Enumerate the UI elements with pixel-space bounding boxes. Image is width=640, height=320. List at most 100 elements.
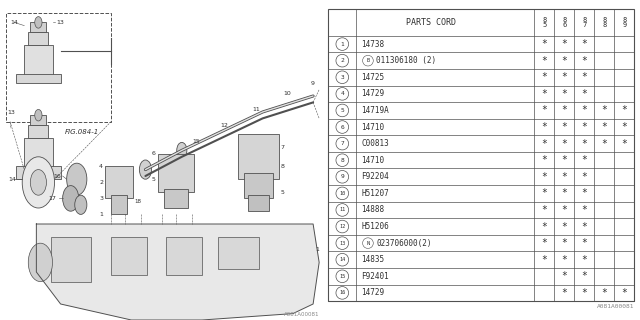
Text: 14835: 14835 [361,255,384,264]
Text: 5: 5 [281,189,285,195]
Circle shape [336,71,349,84]
Text: A081A00081: A081A00081 [597,304,634,309]
Text: 4: 4 [99,164,103,169]
Circle shape [28,243,52,282]
Text: H51206: H51206 [361,222,388,231]
Text: *: * [602,105,607,116]
Bar [28,32,49,45]
Text: 011306180 (2): 011306180 (2) [376,56,436,65]
Circle shape [336,104,349,117]
Text: *: * [541,205,547,215]
Text: *: * [581,288,588,298]
Circle shape [35,17,42,28]
Circle shape [336,137,349,150]
Text: 8
7: 8 7 [582,17,586,28]
Text: *: * [541,172,547,182]
Text: *: * [541,72,547,82]
Text: *: * [581,139,588,148]
Text: F92401: F92401 [361,272,388,281]
Text: 1: 1 [316,247,319,252]
Text: B: B [366,58,369,63]
Text: A081A00081: A081A00081 [284,312,319,317]
Text: *: * [581,172,588,182]
Text: 14725: 14725 [361,73,384,82]
Circle shape [336,204,349,216]
Text: *: * [621,288,627,298]
Text: 11: 11 [339,207,346,212]
Text: *: * [602,122,607,132]
Text: *: * [541,255,547,265]
Circle shape [336,171,349,183]
Text: 14710: 14710 [361,123,384,132]
Text: 18: 18 [134,199,141,204]
Text: 3: 3 [340,75,344,80]
Text: *: * [581,188,588,198]
Text: 8: 8 [281,164,285,169]
Text: *: * [561,221,567,232]
Text: 023706000(2): 023706000(2) [376,239,432,248]
Bar [30,22,47,32]
Text: *: * [581,205,588,215]
Text: *: * [541,89,547,99]
Circle shape [336,88,349,100]
Text: *: * [561,238,567,248]
Text: 14710: 14710 [361,156,384,165]
Text: *: * [621,122,627,132]
Text: *: * [541,105,547,116]
Bar [164,189,188,208]
Circle shape [336,270,349,283]
Bar [105,166,133,198]
Text: 14: 14 [339,257,346,262]
Bar [16,166,61,179]
Text: F92204: F92204 [361,172,388,181]
Text: *: * [561,122,567,132]
Text: *: * [561,89,567,99]
Text: PARTS CORD: PARTS CORD [406,18,456,27]
Text: H51207: H51207 [361,189,388,198]
Text: 8
5: 8 5 [542,17,547,28]
Circle shape [336,121,349,133]
Bar [16,74,61,83]
Text: *: * [541,155,547,165]
Text: 5: 5 [340,108,344,113]
Text: *: * [581,255,588,265]
Text: 13: 13 [339,241,346,246]
Text: 14729: 14729 [361,89,384,98]
Text: *: * [561,255,567,265]
Circle shape [336,253,349,266]
Text: *: * [561,72,567,82]
Text: 15: 15 [192,139,200,144]
Text: *: * [581,238,588,248]
Text: *: * [561,205,567,215]
Text: *: * [602,288,607,298]
Circle shape [336,237,349,249]
Bar [24,45,52,77]
Text: 9: 9 [311,81,315,86]
Text: *: * [602,139,607,148]
Text: *: * [581,56,588,66]
Text: 14719A: 14719A [361,106,388,115]
Text: *: * [541,238,547,248]
Text: N: N [366,241,369,246]
Text: 8
8: 8 8 [602,17,607,28]
Text: *: * [621,139,627,148]
Bar [248,195,269,211]
Text: 13: 13 [56,20,65,25]
Text: 12: 12 [339,224,346,229]
Circle shape [336,154,349,166]
Circle shape [336,187,349,200]
Text: 1: 1 [99,212,103,217]
Text: *: * [561,155,567,165]
Circle shape [177,142,187,158]
Text: 7: 7 [281,145,285,150]
Bar [166,237,202,275]
Circle shape [30,170,47,195]
Text: *: * [581,105,588,116]
Text: 14888: 14888 [361,205,384,214]
Bar [28,125,49,138]
Text: *: * [541,188,547,198]
Text: *: * [581,155,588,165]
Text: 1: 1 [340,42,344,47]
Bar [218,237,259,269]
Text: *: * [581,122,588,132]
